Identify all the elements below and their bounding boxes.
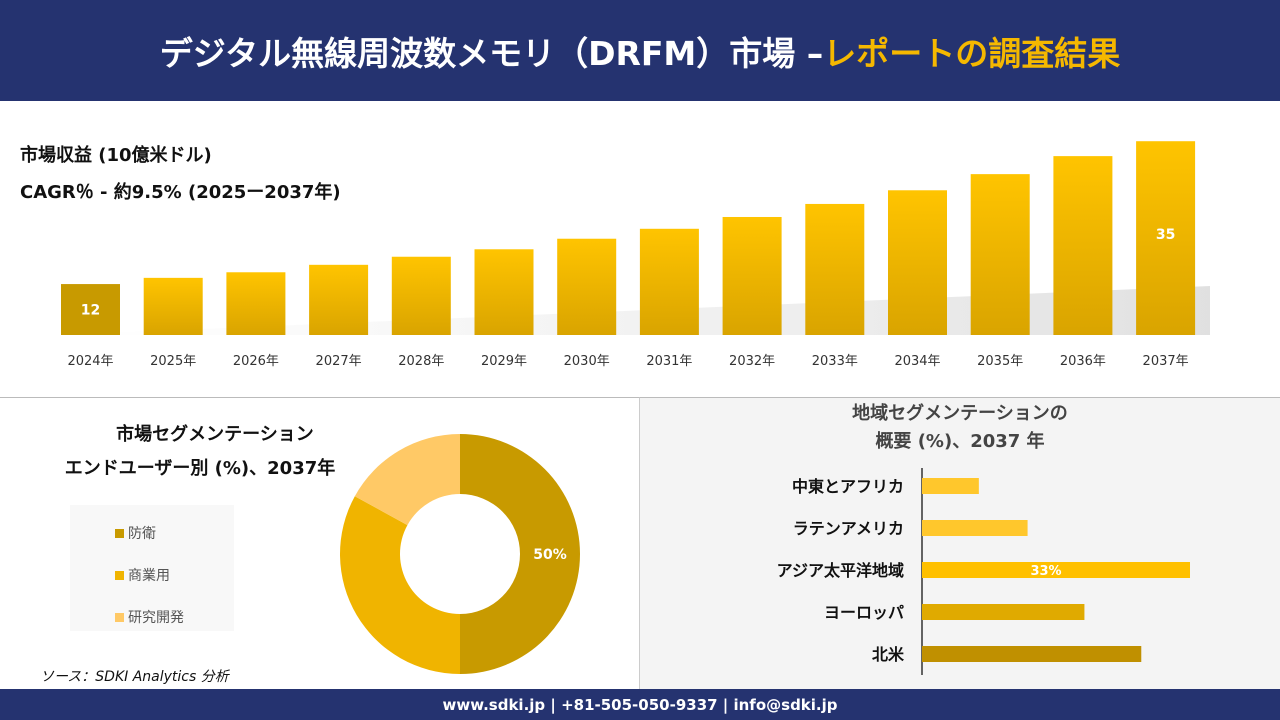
region-title-1: 地域セグメンテーションの <box>852 403 1068 424</box>
region-label: ラテンアメリカ <box>793 519 904 538</box>
revenue-bar <box>1053 156 1113 335</box>
x-tick-label: 2029年 <box>481 354 527 369</box>
x-tick-label: 2034年 <box>894 354 940 369</box>
slice-data-label: 50% <box>533 547 567 563</box>
revenue-bar <box>391 256 451 335</box>
x-tick-label: 2026年 <box>233 354 279 369</box>
legend-swatch <box>115 570 124 580</box>
bar-data-label: 35 <box>1156 227 1175 243</box>
x-tick-label: 2028年 <box>398 354 444 369</box>
revenue-bar <box>722 216 782 335</box>
donut-slice <box>460 434 580 674</box>
legend-item: 防衛 <box>115 523 156 543</box>
x-tick-label: 2035年 <box>977 354 1023 369</box>
region-title-2: 概要 (%)、2037 年 <box>875 431 1045 452</box>
x-tick-label: 2024年 <box>67 354 113 369</box>
cagr-label: CAGR％ - 約9.5% (2025ー2037年) <box>20 182 341 203</box>
region-label: 中東とアフリカ <box>792 477 904 496</box>
x-tick-label: 2037年 <box>1143 354 1189 369</box>
revenue-bar <box>1136 141 1196 335</box>
region-bar <box>922 604 1085 620</box>
end-user-segment: 市場セグメンテーション エンドユーザー別 (%)、2037年 防衛 商業用 研究… <box>0 397 640 689</box>
x-tick-label: 2033年 <box>812 354 858 369</box>
revenue-label: 市場収益 (10億米ドル) <box>20 145 212 166</box>
legend-swatch <box>115 528 124 538</box>
x-tick-label: 2030年 <box>564 354 610 369</box>
legend-item: 研究開発 <box>115 607 184 627</box>
region-bar <box>922 478 979 494</box>
region-bar <box>922 646 1142 662</box>
legend-swatch <box>115 612 124 622</box>
revenue-bar-chart: 2024年 12 2025年 2026年 2027年 2028年 2029年 2030年 203… <box>60 141 1210 369</box>
legend-item: 商業用 <box>115 565 170 585</box>
region-label: ヨーロッパ <box>824 603 904 622</box>
revenue-bar <box>557 238 617 335</box>
page-header: デジタル無線周波数メモリ（DRFM）市場 – レポートの調査結果 <box>0 0 1280 101</box>
legend-label: 研究開発 <box>128 610 184 626</box>
title-accent: レポートの調査結果 <box>823 33 1121 73</box>
revenue-bar <box>61 284 120 335</box>
legend-label: 商業用 <box>128 568 170 584</box>
x-tick-label: 2032年 <box>729 354 775 369</box>
region-segment: 地域セグメンテーションの 概要 (%)、2037 年 中東とアフリカ ラテンアメリ… <box>640 397 1280 689</box>
revenue-bar <box>474 249 534 335</box>
end-user-donut-chart: 50% <box>340 434 580 674</box>
donut-slice <box>354 434 460 526</box>
region-label: 北米 <box>872 645 905 664</box>
revenue-bar <box>805 203 865 335</box>
x-tick-label: 2025年 <box>150 354 196 369</box>
footer-contact: www.sdki.jp | +81-505-050-9337 | info@sd… <box>0 689 1280 720</box>
region-bar <box>922 562 1190 578</box>
region-bar <box>922 520 1028 536</box>
x-tick-label: 2031年 <box>646 354 692 369</box>
title-main: デジタル無線周波数メモリ（DRFM）市場 – <box>159 33 824 73</box>
bar-data-label: 33% <box>1030 564 1061 579</box>
legend-label: 防衛 <box>128 526 156 542</box>
pie-title-2: エンドユーザー別 (%)、2037年 <box>64 458 336 479</box>
donut-slice <box>340 496 460 674</box>
x-tick-label: 2036年 <box>1060 354 1106 369</box>
source-note: ソース：SDKI Analytics 分析 <box>40 669 229 685</box>
pie-title-1: 市場セグメンテーション <box>116 424 314 445</box>
revenue-bar <box>309 264 369 335</box>
revenue-bar <box>143 277 203 335</box>
x-tick-label: 2027年 <box>316 354 362 369</box>
region-label: アジア太平洋地域 <box>777 561 904 580</box>
revenue-section: 市場収益 (10億米ドル) CAGR％ - 約9.5% (2025ー2037年)… <box>0 101 1280 397</box>
revenue-bar <box>639 228 699 335</box>
revenue-bar <box>226 272 286 335</box>
bar-data-label: 12 <box>81 303 100 319</box>
revenue-bar <box>888 190 947 335</box>
revenue-bar <box>970 174 1030 335</box>
pie-legend: 防衛 商業用 研究開発 <box>70 505 234 631</box>
